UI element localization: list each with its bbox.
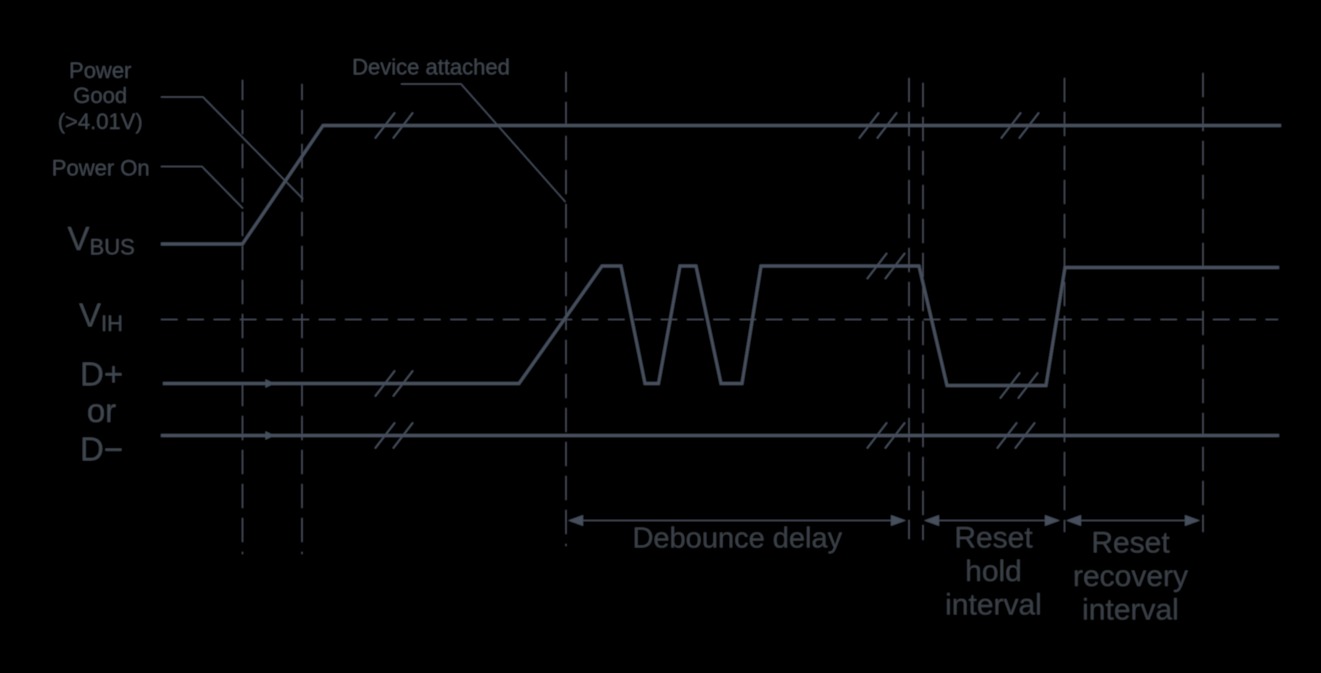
svg-text:Reset: Reset — [954, 521, 1033, 554]
svg-text:interval: interval — [1082, 594, 1179, 627]
svg-text:interval: interval — [945, 589, 1042, 622]
svg-text:VIH: VIH — [79, 296, 123, 336]
svg-text:recovery: recovery — [1073, 560, 1188, 593]
svg-text:Power: Power — [69, 58, 131, 83]
svg-text:or: or — [87, 392, 116, 429]
svg-text:D+: D+ — [80, 355, 123, 392]
svg-text:Device attached: Device attached — [352, 55, 510, 80]
svg-text:(>4.01V): (>4.01V) — [58, 109, 143, 134]
svg-text:Power On: Power On — [52, 156, 150, 181]
svg-text:Good: Good — [73, 83, 127, 108]
svg-text:hold: hold — [965, 555, 1022, 588]
svg-text:Debounce delay: Debounce delay — [632, 522, 842, 554]
svg-text:Reset: Reset — [1091, 526, 1170, 559]
svg-text:D−: D− — [80, 431, 123, 468]
